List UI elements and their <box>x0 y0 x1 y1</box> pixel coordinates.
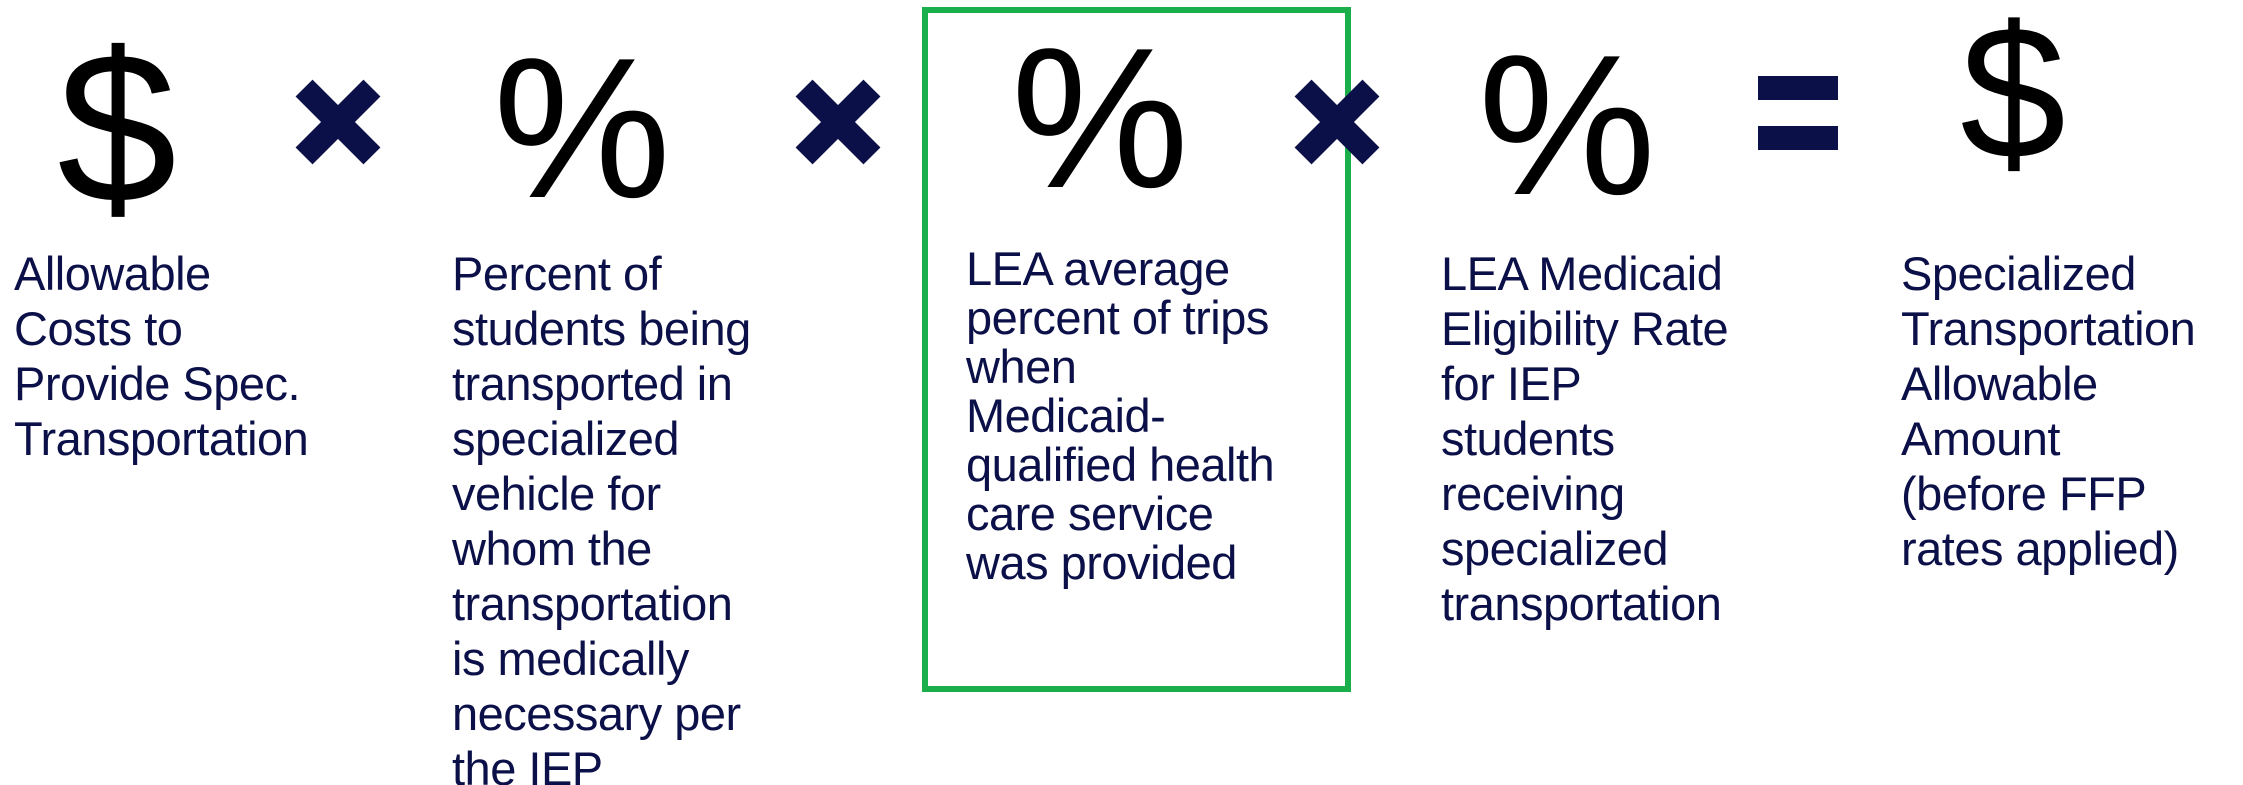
term-label: LEA Medicaid Eligibility Rate for IEP stude… <box>1441 247 1728 630</box>
label-line: Amount <box>1901 412 2060 465</box>
label-line: Provide Spec. <box>14 357 300 410</box>
label-line: students being <box>452 302 751 355</box>
label-line: percent of trips <box>966 291 1269 344</box>
term-label: LEA average percent of trips when Medicaid-… <box>965 242 1274 589</box>
label-line: LEA average <box>966 242 1230 295</box>
label-line: was provided <box>965 536 1237 589</box>
label-line: qualified health <box>966 438 1274 491</box>
multiply-sign <box>795 79 881 165</box>
label-line: is medically <box>452 632 690 685</box>
label-line: necessary per <box>452 687 741 740</box>
term-label: Percent of students being transported in sp… <box>451 247 751 785</box>
label-line: Transportation <box>14 412 308 465</box>
highlight-box <box>922 7 1351 692</box>
term-symbol: % <box>493 17 671 240</box>
label-line: transportation <box>452 577 732 630</box>
term-symbol: % <box>1478 14 1656 237</box>
label-line: specialized <box>1441 522 1668 575</box>
label-line: Eligibility Rate <box>1441 302 1728 355</box>
label-line: the IEP <box>452 742 603 785</box>
label-line: specialized <box>452 412 679 465</box>
label-line: whom the <box>451 522 652 575</box>
label-line: care service <box>966 487 1213 540</box>
label-line: for IEP <box>1441 357 1581 410</box>
term-symbol: $ <box>1960 0 2066 199</box>
label-line: LEA Medicaid <box>1441 247 1722 300</box>
label-line: Percent of <box>452 247 663 300</box>
label-line: Transportation <box>1901 302 2195 355</box>
label-line: Specialized <box>1901 247 2136 300</box>
label-line: Costs to <box>14 302 182 355</box>
term-label: Specialized Transportation Allowable Amount… <box>1901 247 2195 575</box>
label-line: Medicaid- <box>966 389 1165 442</box>
terms: $Allowable Costs to Provide Spec. Transport… <box>14 0 2196 785</box>
term-symbol: $ <box>57 7 177 248</box>
label-line: vehicle for <box>452 467 661 520</box>
equals-sign <box>1758 76 1838 150</box>
term-label: Allowable Costs to Provide Spec. Transporta… <box>14 247 308 465</box>
label-line: rates applied) <box>1901 522 2179 575</box>
label-line: receiving <box>1441 467 1625 520</box>
multiply-sign <box>1294 79 1380 165</box>
label-line: when <box>965 340 1076 393</box>
term-symbol: % <box>1011 7 1189 230</box>
multiply-sign <box>295 79 381 165</box>
label-line: transported in <box>452 357 732 410</box>
label-line: students <box>1441 412 1615 465</box>
label-line: Allowable <box>14 247 211 300</box>
label-line: Allowable <box>1901 357 2098 410</box>
label-line: (before FFP <box>1901 467 2146 520</box>
label-line: transportation <box>1441 577 1721 630</box>
